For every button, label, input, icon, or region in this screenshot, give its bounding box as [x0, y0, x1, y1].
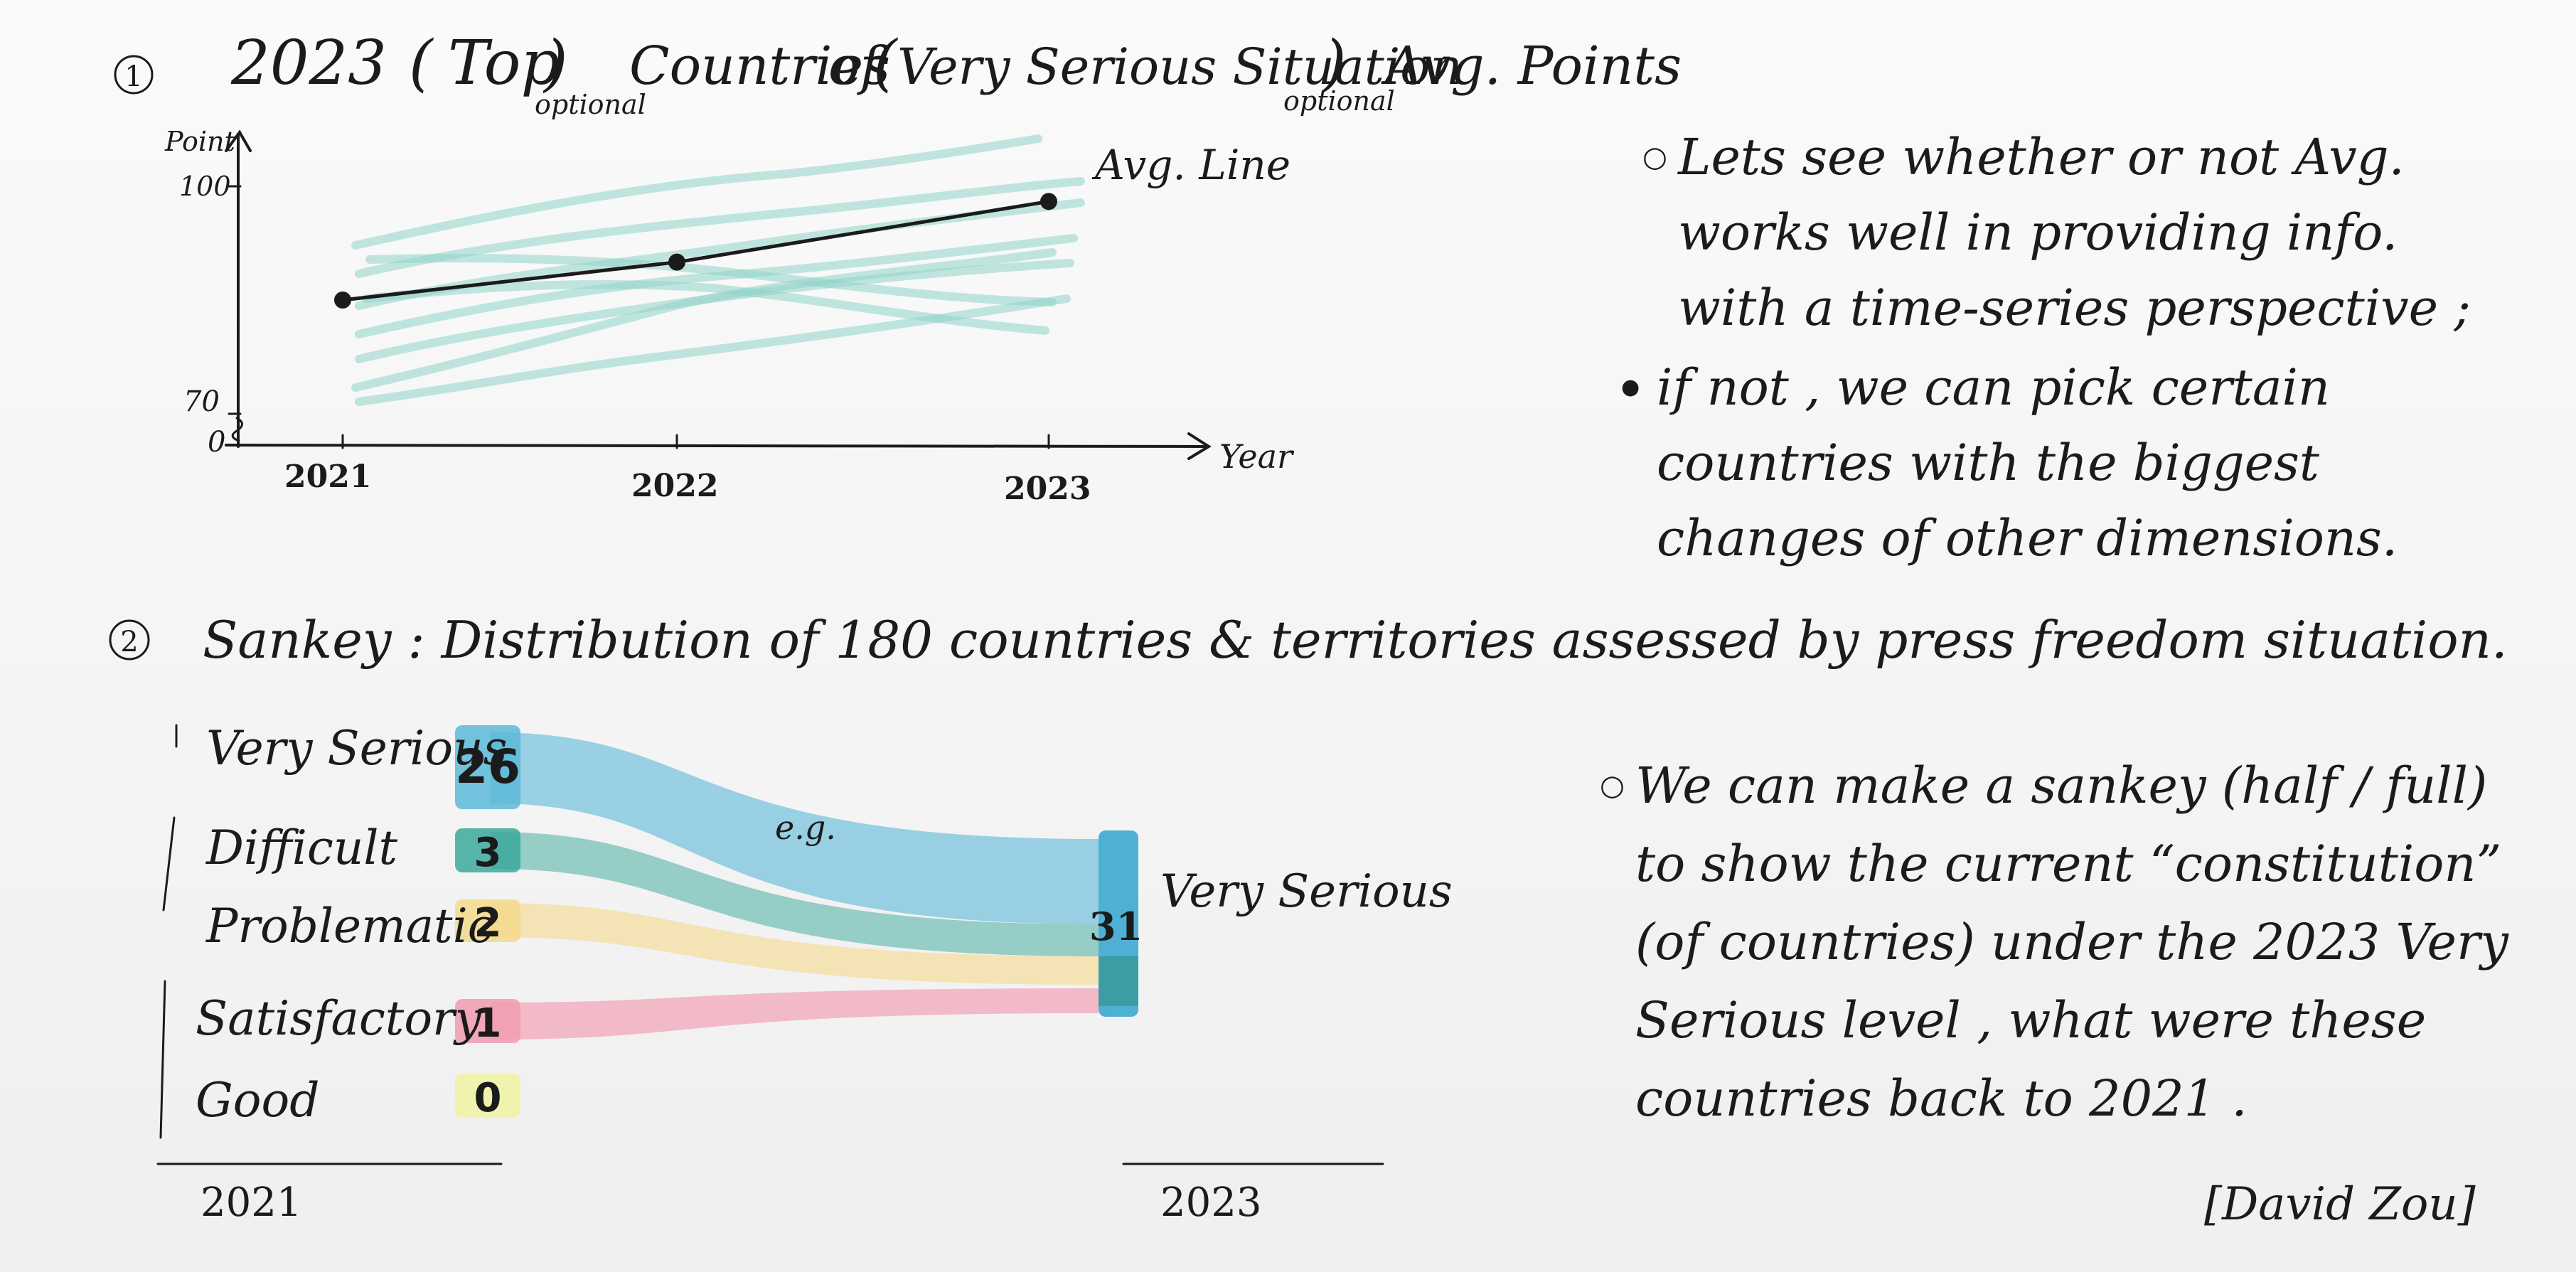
sankey-source-node: [455, 1074, 520, 1118]
section-1-title-paren: ): [1321, 28, 1347, 99]
year-label-2023: 2023: [1160, 1180, 1262, 1226]
section-1-title-paren: (: [409, 28, 434, 99]
section-2-title: Sankey : Distribution of 180 countries &…: [203, 610, 2508, 670]
avg-points-group: [334, 193, 1057, 309]
country-series-line: [351, 134, 1042, 250]
signature: [David Zou]: [2204, 1178, 2476, 1231]
sankey-flows: [491, 732, 1099, 1039]
note-text: if not , we can pick certain countries w…: [1657, 358, 2398, 567]
note-text: We can make a sankey (half / full) to sh…: [1635, 757, 2508, 1128]
sankey-source-count: 2: [474, 900, 502, 946]
x-axis: [225, 444, 1210, 448]
sankey-flow: [491, 732, 1099, 924]
y-tick-label-70: 70: [183, 385, 220, 418]
sankey-flow: [491, 903, 1099, 985]
year-label-2021: 2021: [201, 1180, 302, 1226]
x-axis-label: Year: [1219, 437, 1295, 476]
section-2: 2 Sankey : Distribution of 180 countries…: [109, 610, 2508, 1226]
section-2-number-circle: [109, 619, 150, 661]
sankey-eg-label: e.g.: [775, 808, 836, 847]
avg-point: [668, 253, 685, 271]
sankey-source-node: [455, 828, 520, 872]
bullet-icon: ●: [1621, 375, 1640, 400]
sankey-flow: [491, 988, 1099, 1039]
bullet-icon: ○: [1642, 141, 1667, 173]
section-2-note: ○ We can make a sankey (half / full) to …: [1600, 747, 2510, 1138]
section-1-title-optional: optional: [1283, 85, 1395, 117]
section-2-number: 2: [120, 626, 138, 658]
sankey-source-count: 26: [455, 739, 520, 794]
note-item: ● if not , we can pick certain countries…: [1621, 350, 2531, 576]
x-tick-label-2021: 2021: [284, 459, 371, 495]
country-series-group: [351, 134, 1085, 406]
sankey-source-label: Satisfactory: [196, 991, 482, 1046]
sankey-source-count: 3: [474, 830, 502, 876]
y-axis-arrow: [225, 129, 252, 152]
section-1: 1 2023 ( Top ) optional Countries of ( V…: [114, 28, 1682, 507]
sankey-source-label: Difficult: [205, 821, 397, 875]
country-series-line: [362, 280, 1049, 335]
y-tick-label-100: 100: [179, 171, 231, 202]
left-bracket-bottom: [159, 980, 166, 1139]
section-1-title-of: of: [828, 36, 888, 97]
x-tick-label-2023: 2023: [1004, 471, 1091, 507]
section-1-title-avg: Avg. Points: [1381, 36, 1682, 97]
sankey-source-label: Good: [196, 1073, 319, 1128]
section-1-title-paren: ): [543, 28, 568, 99]
sankey-flow: [491, 832, 1099, 956]
avg-line-label: Avg. Line: [1091, 141, 1290, 189]
y-axis-label: Point: [164, 126, 236, 157]
section-1-number-circle: [114, 55, 154, 95]
country-series-line: [365, 254, 1057, 306]
section-1-title-top: Top: [448, 28, 560, 99]
left-bracket-mid: [162, 816, 176, 912]
sankey-target-node-shade: [1099, 956, 1138, 1006]
sankey-target-count: 31: [1089, 904, 1143, 949]
y-axis-break: [231, 417, 243, 442]
note-text: Lets see whether or not Avg. works well …: [1678, 128, 2471, 337]
country-series-line: [355, 177, 1085, 278]
sankey-source-label: Very Serious: [206, 721, 508, 776]
y-tick-label-0: 0: [208, 426, 225, 459]
sankey-source-count: 0: [474, 1075, 502, 1121]
sankey-source-node: [455, 899, 520, 942]
sankey-source-count: 1: [474, 1000, 502, 1047]
avg-point: [1040, 193, 1057, 210]
section-1-title-situation: Very Serious Situation: [897, 38, 1462, 96]
section-1-title-year: 2023: [230, 28, 387, 99]
bullet-icon: ○: [1600, 769, 1625, 802]
country-series-line: [355, 198, 1085, 310]
section-1-title-countries: Countries: [629, 36, 890, 97]
sankey-source-node: [455, 999, 520, 1043]
note-item: ○ We can make a sankey (half / full) to …: [1600, 747, 2510, 1138]
section-1-title-paren: (: [873, 28, 899, 99]
sankey-target-label: Very Serious: [1160, 865, 1453, 918]
section-1-title-optional: optional: [535, 89, 646, 120]
sankey-source-node: [455, 725, 520, 809]
section-1-notes: ○ Lets see whether or not Avg. works wel…: [1621, 119, 2496, 576]
section-1-number: 1: [124, 60, 142, 93]
country-series-line: [351, 248, 1057, 392]
note-item: ○ Lets see whether or not Avg. works wel…: [1642, 119, 2496, 346]
avg-point: [334, 292, 351, 309]
sankey-source-label: Problematic: [205, 899, 494, 953]
x-axis-arrow: [1187, 432, 1212, 460]
x-tick-label-2022: 2022: [631, 468, 718, 504]
